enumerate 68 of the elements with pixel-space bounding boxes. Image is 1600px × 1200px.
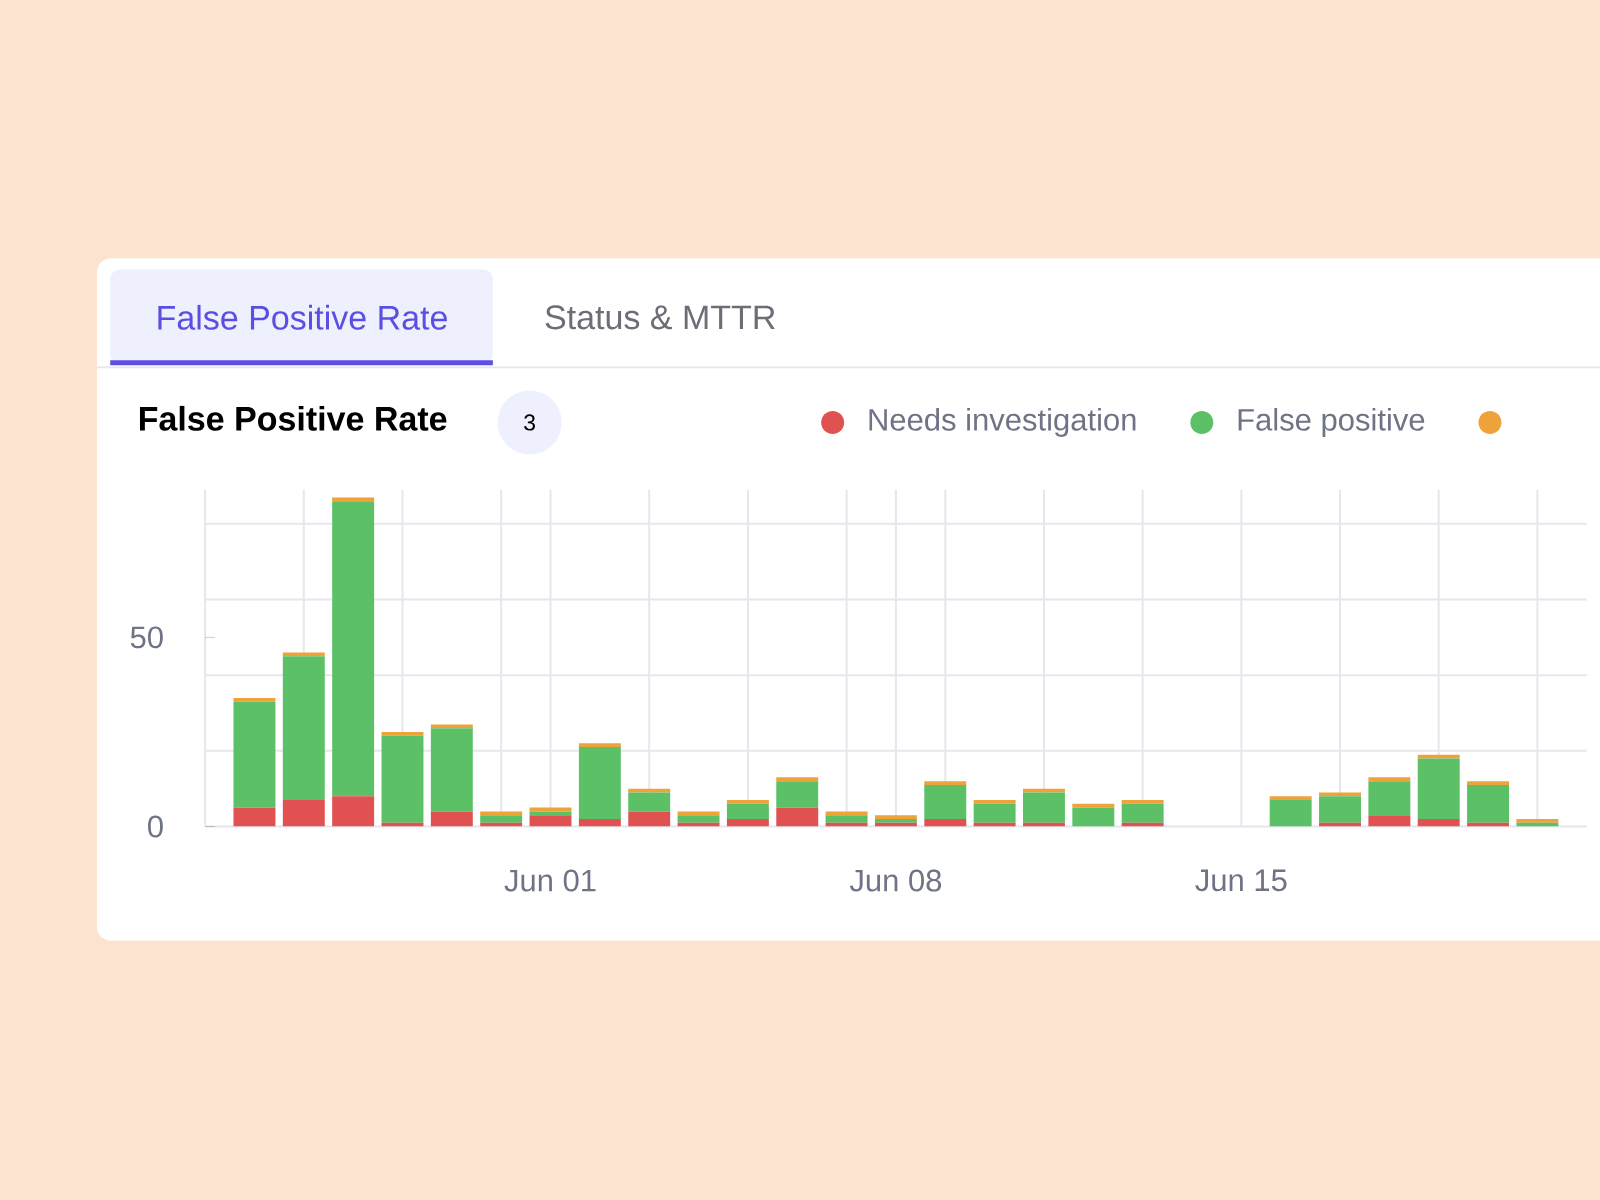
bar (1269, 800, 1312, 827)
bar (1319, 796, 1361, 823)
legend-label: Needs investigation (869, 408, 1136, 437)
bar (381, 731, 424, 736)
chart-title: False Positive Rate (139, 405, 447, 431)
bar (282, 652, 325, 657)
bar (924, 784, 967, 819)
bar (480, 815, 523, 823)
bar (776, 781, 819, 808)
bar (1467, 784, 1510, 823)
y-tick-label: 50 (130, 626, 163, 649)
bar (1417, 818, 1460, 827)
bar (233, 807, 276, 827)
bar (1121, 803, 1164, 823)
bar (1467, 781, 1510, 785)
bar (1368, 781, 1411, 816)
bar (825, 811, 868, 816)
bar (430, 811, 473, 827)
bar (1072, 803, 1115, 808)
bar (776, 807, 819, 827)
bar (726, 818, 769, 827)
bar (1368, 815, 1411, 827)
bar (628, 792, 671, 812)
text: Status & MTTR (545, 305, 775, 330)
text: 3 (524, 414, 535, 431)
bar (874, 818, 917, 823)
bar (628, 811, 671, 827)
bar (381, 735, 424, 823)
bar (924, 781, 967, 785)
bar (1319, 792, 1361, 797)
bar (233, 701, 276, 808)
bar (1269, 796, 1312, 801)
bar (1417, 758, 1460, 819)
bar (480, 811, 523, 816)
bar (973, 803, 1016, 823)
bar (1022, 792, 1065, 823)
bar (282, 656, 325, 801)
bar (677, 815, 720, 823)
text: False Positive Rate (158, 304, 447, 330)
bar (578, 743, 621, 748)
bar (578, 818, 621, 827)
y-tick-label: 0 (148, 815, 163, 838)
x-tick-label: Jun 01 (504, 869, 596, 892)
bar (233, 697, 276, 702)
bar (726, 800, 769, 804)
legend-label: False positive (1238, 408, 1425, 437)
bar (726, 803, 769, 819)
bar (973, 800, 1016, 804)
bar (578, 747, 621, 819)
bar (430, 728, 473, 812)
x-tick-label: Jun 08 (849, 869, 942, 892)
bar (776, 777, 819, 782)
x-tick-label: Jun 15 (1195, 869, 1287, 892)
bar (282, 800, 325, 827)
bar (924, 818, 967, 827)
bar (529, 811, 572, 816)
bar (332, 497, 375, 502)
bar (332, 796, 375, 827)
bar (332, 501, 375, 797)
bar (1121, 800, 1164, 804)
bar (1368, 777, 1411, 782)
bar (1072, 807, 1115, 827)
bar (1516, 818, 1559, 823)
bar (529, 815, 572, 827)
bar (825, 815, 868, 823)
bar (874, 815, 917, 819)
bar (430, 724, 473, 729)
bar (677, 811, 720, 816)
